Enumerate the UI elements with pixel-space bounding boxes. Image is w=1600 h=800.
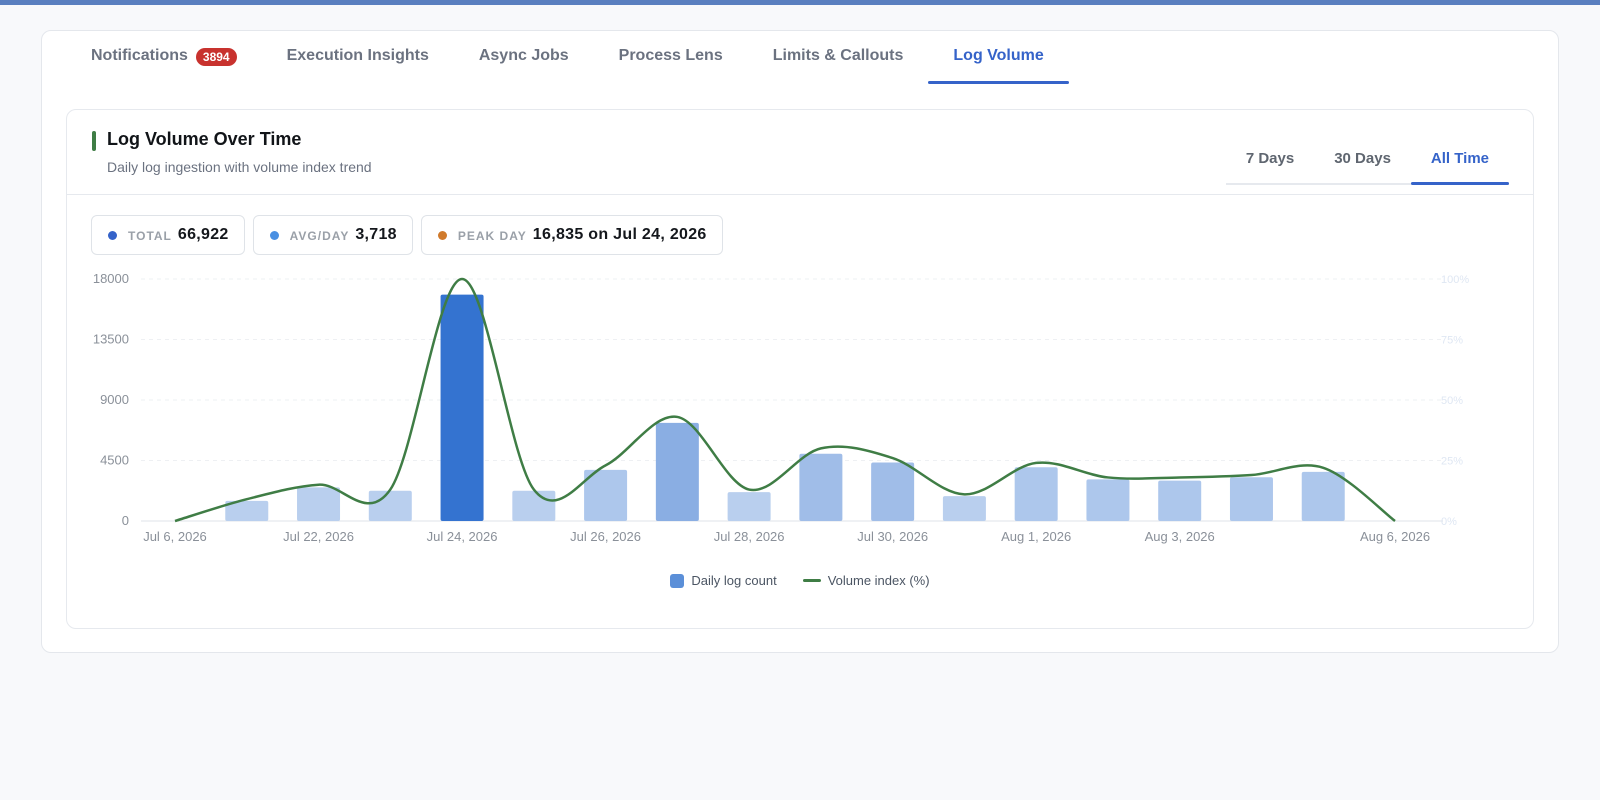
y2-tick-label: 100% [1441, 274, 1469, 286]
bar [1086, 479, 1130, 521]
bar [727, 492, 771, 521]
y2-tick-label: 25% [1441, 456, 1463, 468]
y2-tick-label: 75% [1441, 335, 1463, 347]
tab-label: Limits & Callouts [772, 47, 904, 64]
x-tick-label: Aug 3, 2026 [1145, 529, 1215, 544]
chart-svg: 0 4500 9000 13500 18000 0% 25% 50% 75% 100% Jul 6,… [93, 271, 1470, 544]
panel-header: Log Volume Over Time Daily log ingestion… [67, 110, 1533, 195]
bar [1301, 471, 1345, 521]
y-tick-label: 13500 [93, 332, 129, 347]
stat-label: PEAK DAY [457, 229, 527, 243]
log-volume-panel: Log Volume Over Time Daily log ingestion… [66, 109, 1534, 629]
x-tick-label: Jul 24, 2026 [427, 529, 498, 544]
chart-legend: Daily log count Volume index (%) [67, 573, 1533, 588]
legend-line[interactable]: Volume index (%) [802, 573, 930, 588]
tab-limits-callouts[interactable]: Limits & Callouts [748, 30, 929, 84]
bar [584, 469, 628, 521]
stat-peak-day: PEAK DAY 16,835 on Jul 24, 2026 [420, 215, 723, 255]
y2-tick-label: 0% [1441, 516, 1457, 528]
stat-total: TOTAL 66,922 [91, 215, 245, 255]
range-7-days[interactable]: 7 Days [1245, 150, 1295, 167]
tab-async-jobs[interactable]: Async Jobs [454, 30, 594, 84]
range-all-time[interactable]: All Time [1410, 136, 1510, 185]
notification-count-badge: 3894 [195, 48, 237, 66]
x-tick-label: Jul 26, 2026 [570, 529, 641, 544]
stat-value: 16,835 on Jul 24, 2026 [532, 226, 707, 243]
x-tick-label: Jul 28, 2026 [714, 529, 785, 544]
stat-label: TOTAL [128, 229, 172, 243]
range-30-days[interactable]: 30 Days [1334, 150, 1391, 167]
bar [1158, 480, 1202, 521]
bar-swatch-icon [670, 573, 685, 588]
bar [225, 500, 269, 521]
legend-label: Daily log count [691, 573, 777, 588]
title-accent-bar [92, 131, 96, 151]
stat-dot [269, 230, 279, 240]
stats-row: TOTAL 66,922 AVG/DAY 3,718 PEAK DAY 16,8… [91, 215, 723, 255]
bar [512, 490, 556, 521]
bar [1229, 477, 1273, 521]
x-tick-label: Jul 30, 2026 [857, 529, 928, 544]
legend-label: Volume index (%) [827, 573, 930, 588]
tab-process-lens[interactable]: Process Lens [594, 30, 748, 84]
y-tick-label: 18000 [93, 271, 129, 286]
stat-value: 3,718 [355, 226, 397, 243]
tab-execution-insights[interactable]: Execution Insights [262, 30, 454, 84]
tab-label: Log Volume [953, 47, 1044, 64]
tab-bar: Notifications 3894 Execution Insights As… [66, 30, 1070, 84]
bar [368, 490, 412, 521]
tab-log-volume[interactable]: Log Volume [928, 30, 1070, 84]
legend-bars[interactable]: Daily log count [670, 573, 777, 588]
bar [799, 453, 843, 521]
tab-label: Notifications [91, 47, 188, 64]
y-tick-label: 4500 [100, 453, 129, 468]
volume-index-line [174, 277, 1396, 523]
bar [297, 487, 341, 521]
stat-dot [437, 230, 447, 240]
bar [1014, 467, 1058, 521]
tab-label: Process Lens [618, 47, 723, 64]
stat-value: 66,922 [177, 226, 229, 243]
log-volume-chart: 0 4500 9000 13500 18000 0% 25% 50% 75% 100% Jul 6,… [67, 265, 1535, 565]
stat-avg-day: AVG/DAY 3,718 [252, 215, 413, 255]
x-tick-label: Aug 1, 2026 [1001, 529, 1071, 544]
x-tick-label: Aug 6, 2026 [1360, 529, 1430, 544]
y-tick-label: 9000 [100, 392, 129, 407]
bar [871, 462, 915, 521]
bar [942, 496, 986, 521]
panel-subtitle: Daily log ingestion with volume index tr… [107, 159, 372, 175]
line-swatch-icon [802, 579, 821, 582]
stat-dot [108, 230, 117, 240]
y-tick-label: 0 [122, 513, 129, 528]
tab-label: Execution Insights [286, 47, 429, 64]
bar [440, 294, 484, 521]
stat-label: AVG/DAY [289, 229, 350, 243]
tab-label: Async Jobs [478, 47, 569, 64]
top-decor-strip [0, 0, 1600, 5]
bar [655, 422, 699, 521]
y2-tick-label: 50% [1441, 395, 1463, 407]
x-tick-label: Jul 6, 2026 [143, 529, 207, 544]
x-tick-label: Jul 22, 2026 [283, 529, 354, 544]
panel-title: Log Volume Over Time [107, 129, 302, 149]
time-range-selector: 7 Days 30 Days All Time [1225, 136, 1510, 185]
tab-notifications[interactable]: Notifications 3894 [66, 30, 262, 84]
